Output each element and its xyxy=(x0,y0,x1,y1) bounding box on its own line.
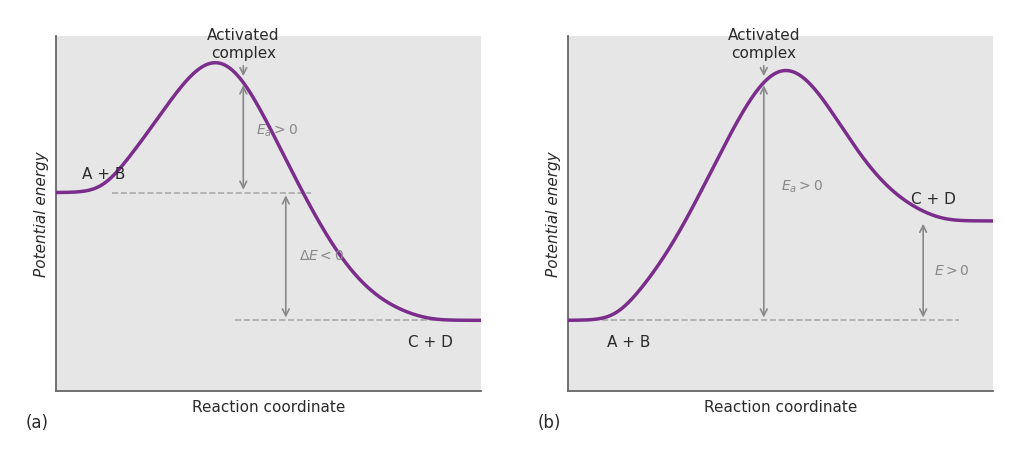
Text: Activated
complex: Activated complex xyxy=(727,28,800,61)
Text: A + B: A + B xyxy=(82,167,125,182)
Text: $E_a > 0$: $E_a > 0$ xyxy=(780,179,822,196)
X-axis label: Reaction coordinate: Reaction coordinate xyxy=(705,399,857,415)
Text: $E > 0$: $E > 0$ xyxy=(934,263,970,278)
Text: (b): (b) xyxy=(538,414,561,432)
Text: $\Delta E < 0$: $\Delta E < 0$ xyxy=(299,249,344,263)
Text: Activated
complex: Activated complex xyxy=(207,28,280,61)
Text: C + D: C + D xyxy=(408,334,453,349)
Text: (a): (a) xyxy=(26,414,48,432)
Text: C + D: C + D xyxy=(911,192,956,207)
X-axis label: Reaction coordinate: Reaction coordinate xyxy=(193,399,345,415)
Y-axis label: Potential energy: Potential energy xyxy=(35,151,49,277)
Text: $E_a > 0$: $E_a > 0$ xyxy=(256,122,298,139)
Text: A + B: A + B xyxy=(606,334,650,349)
Y-axis label: Potential energy: Potential energy xyxy=(547,151,561,277)
